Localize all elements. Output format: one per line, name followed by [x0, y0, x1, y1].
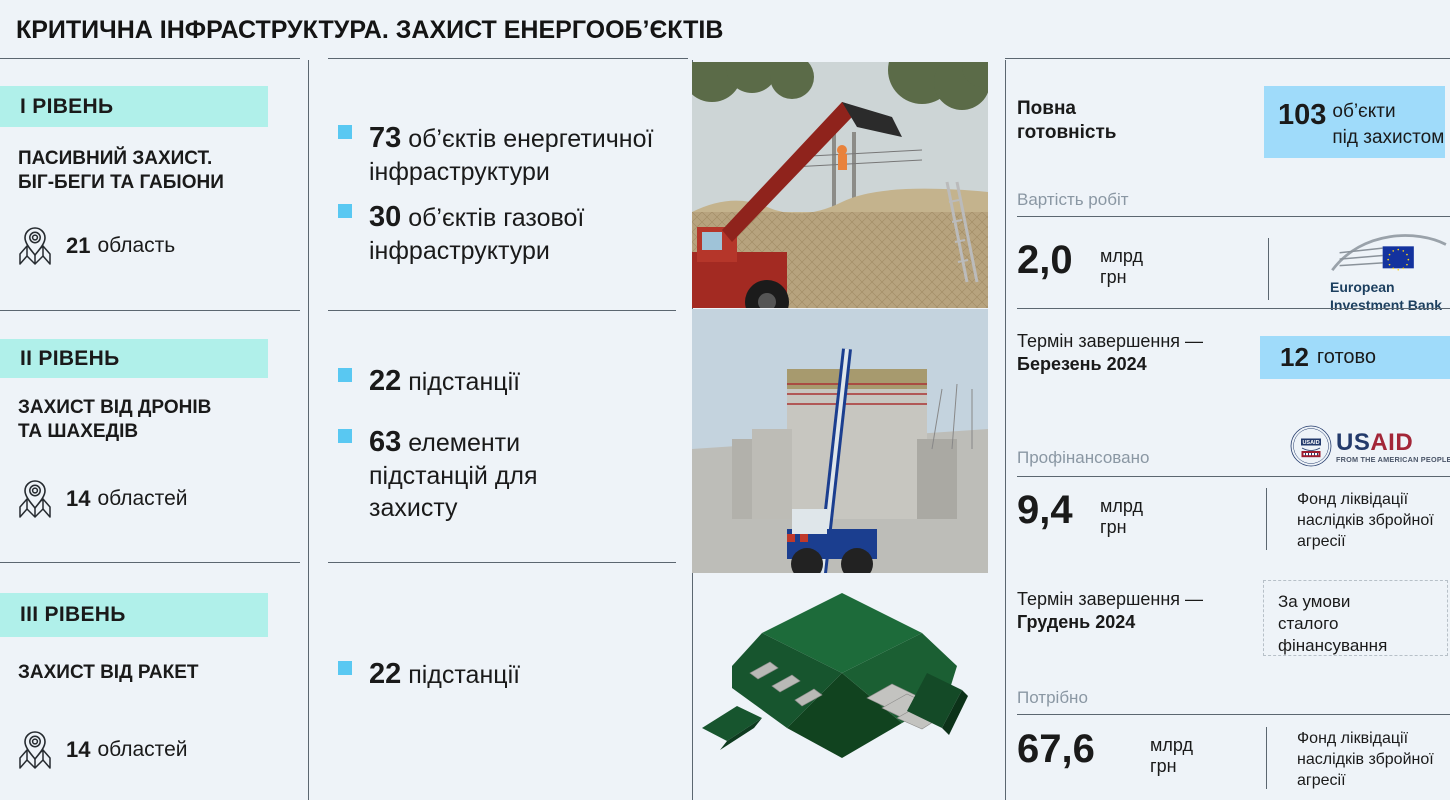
svg-text:USAID: USAID — [1302, 440, 1319, 446]
